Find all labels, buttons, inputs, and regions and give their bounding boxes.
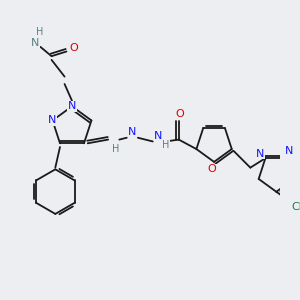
Text: N: N: [256, 148, 264, 158]
Text: N: N: [154, 131, 163, 141]
Text: O: O: [208, 164, 217, 174]
Text: N: N: [68, 101, 76, 111]
Text: H: H: [162, 140, 169, 150]
Text: O: O: [175, 109, 184, 118]
Text: N: N: [285, 146, 293, 156]
Text: H: H: [36, 27, 43, 37]
Text: N: N: [128, 127, 136, 137]
Text: N: N: [31, 38, 39, 48]
Text: O: O: [70, 43, 78, 53]
Text: N: N: [48, 116, 57, 125]
Text: Cl: Cl: [291, 202, 300, 212]
Text: H: H: [112, 144, 119, 154]
